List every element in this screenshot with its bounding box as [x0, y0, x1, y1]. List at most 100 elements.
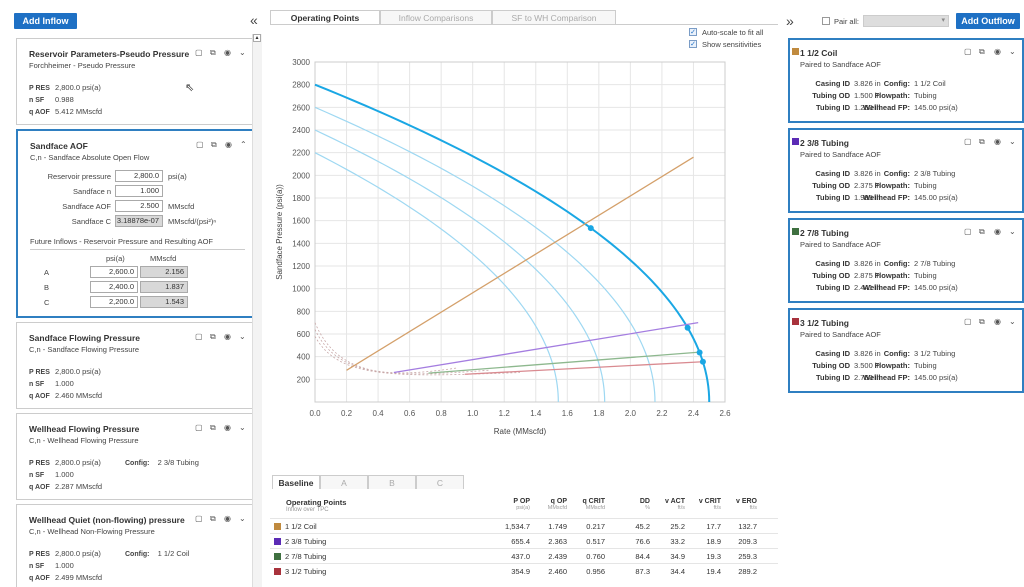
- sandface-n-input[interactable]: 1.000: [115, 185, 163, 197]
- duplicate-icon[interactable]: ⧉: [979, 137, 985, 146]
- column-header: v CRIT ft/s: [698, 498, 721, 511]
- view-icon[interactable]: ◉: [994, 47, 1001, 56]
- color-swatch: [792, 318, 799, 325]
- label: Tubing ID: [815, 283, 850, 292]
- tab-c[interactable]: C: [416, 475, 464, 489]
- operating-point[interactable]: [684, 324, 691, 331]
- pair-all-checkbox[interactable]: [822, 17, 830, 25]
- duplicate-icon[interactable]: ⧉: [979, 227, 985, 236]
- copy-icon[interactable]: ▢: [964, 227, 972, 236]
- cell: 289.2: [738, 567, 757, 576]
- chevron-down-icon[interactable]: ⌄: [1009, 227, 1016, 236]
- tab-sf-to-wh-comparison[interactable]: SF to WH Comparison: [492, 10, 616, 24]
- chevron-down-icon[interactable]: ⌄: [239, 332, 246, 341]
- copy-icon[interactable]: ▢: [964, 47, 972, 56]
- table-row[interactable]: 2 7/8 Tubing 437.0 2.439 0.760 84.4 34.9 19.3 2…: [270, 548, 778, 563]
- table-row[interactable]: 2 3/8 Tubing 655.4 2.363 0.517 76.6 33.2 18.9 2…: [270, 533, 778, 548]
- inflow-title: Reservoir Parameters-Pseudo Pressure: [29, 49, 190, 59]
- table-row[interactable]: 3 1/2 Tubing 354.9 2.460 0.956 87.3 34.4 19.4 2…: [270, 563, 778, 578]
- tab-b[interactable]: B: [368, 475, 416, 489]
- inflow-scrollbar[interactable]: ▴: [252, 34, 262, 587]
- chevron-up-icon[interactable]: ⌃: [240, 140, 247, 149]
- sandface-c-value: 3.18878e-07: [115, 215, 163, 227]
- chevron-down-icon[interactable]: ⌄: [1009, 47, 1016, 56]
- duplicate-icon[interactable]: ⧉: [979, 317, 985, 326]
- view-icon[interactable]: ◉: [224, 514, 231, 523]
- autoscale-checkbox[interactable]: ✓: [689, 28, 697, 36]
- future-pressure-input[interactable]: 2,200.0: [90, 296, 138, 308]
- table-row[interactable]: 1 1/2 Coil 1,534.7 1.749 0.217 45.2 25.2 17.7 1…: [270, 518, 778, 533]
- chevron-down-icon[interactable]: ⌄: [239, 48, 246, 57]
- inflow-subtitle: C,n - Sandface Flowing Pressure: [29, 345, 140, 354]
- inflow-card[interactable]: Reservoir Parameters-Pseudo Pressure For…: [16, 38, 254, 125]
- reservoir-pressure-input[interactable]: 2,800.0: [115, 170, 163, 182]
- tab-operating-points[interactable]: Operating Points: [270, 10, 380, 24]
- sensitivities-checkbox[interactable]: ✓: [689, 40, 697, 48]
- future-pressure-input[interactable]: 2,600.0: [90, 266, 138, 278]
- chevron-down-icon[interactable]: ⌄: [239, 423, 246, 432]
- duplicate-icon[interactable]: ⧉: [210, 423, 216, 432]
- outflow-card[interactable]: 2 7/8 Tubing Paired to Sandface AOF ▢ ⧉ ◉ ⌄…: [788, 218, 1024, 303]
- view-icon[interactable]: ◉: [224, 332, 231, 341]
- chevron-down-icon[interactable]: ⌄: [1009, 317, 1016, 326]
- inflow-card-selected[interactable]: Sandface AOF C,n - Sandface Absolute Ope…: [16, 129, 254, 318]
- duplicate-icon[interactable]: ⧉: [979, 47, 985, 56]
- duplicate-icon[interactable]: ⧉: [211, 140, 217, 149]
- wellhead-fp: 145.00 psi(a): [914, 373, 958, 382]
- cell: 259.3: [738, 552, 757, 561]
- view-icon[interactable]: ◉: [994, 227, 1001, 236]
- operating-point[interactable]: [699, 358, 706, 365]
- duplicate-icon[interactable]: ⧉: [210, 48, 216, 57]
- duplicate-icon[interactable]: ⧉: [210, 514, 216, 523]
- copy-icon[interactable]: ▢: [195, 423, 203, 432]
- outflow-card[interactable]: 3 1/2 Tubing Paired to Sandface AOF ▢ ⧉ ◉ ⌄…: [788, 308, 1024, 393]
- color-swatch: [274, 538, 281, 545]
- duplicate-icon[interactable]: ⧉: [210, 332, 216, 341]
- pair-all-dropdown[interactable]: ▾: [863, 15, 949, 27]
- view-icon[interactable]: ◉: [994, 317, 1001, 326]
- cell: 437.0: [511, 552, 530, 561]
- future-pressure-input[interactable]: 2,400.0: [90, 281, 138, 293]
- inflow-list: Reservoir Parameters-Pseudo Pressure For…: [14, 32, 264, 587]
- outflow-card[interactable]: 1 1/2 Coil Paired to Sandface AOF ▢ ⧉ ◉ ⌄ C…: [788, 38, 1024, 123]
- tab-inflow-comparisons[interactable]: Inflow Comparisons: [380, 10, 492, 24]
- copy-icon[interactable]: ▢: [964, 317, 972, 326]
- add-inflow-button[interactable]: Add Inflow: [14, 13, 77, 29]
- inflow-card[interactable]: Sandface Flowing Pressure C,n - Sandface…: [16, 322, 254, 409]
- x-tick-label: 0.4: [373, 409, 385, 418]
- sandface-aof-input[interactable]: 2.500: [115, 200, 163, 212]
- copy-icon[interactable]: ▢: [964, 137, 972, 146]
- inflow-subtitle: C,n - Wellhead Non-Flowing Pressure: [29, 527, 155, 536]
- chevron-down-icon[interactable]: ⌄: [239, 514, 246, 523]
- outflow-card[interactable]: 2 3/8 Tubing Paired to Sandface AOF ▢ ⧉ ◉ ⌄…: [788, 128, 1024, 213]
- config: 2 3/8 Tubing: [914, 169, 956, 178]
- collapse-left-icon[interactable]: «: [250, 12, 258, 28]
- copy-icon[interactable]: ▢: [195, 332, 203, 341]
- cell: 34.9: [670, 552, 685, 561]
- operating-point[interactable]: [696, 349, 703, 356]
- add-outflow-button[interactable]: Add Outflow: [956, 13, 1020, 29]
- cell: 25.2: [670, 522, 685, 531]
- label: Tubing OD: [812, 361, 850, 370]
- copy-icon[interactable]: ▢: [196, 140, 204, 149]
- expand-right-icon[interactable]: »: [786, 13, 794, 29]
- future-aof-value: 2.156: [140, 266, 188, 278]
- tab-a[interactable]: A: [320, 475, 368, 489]
- chevron-down-icon: ▾: [941, 17, 945, 24]
- label: Casing ID: [815, 349, 850, 358]
- copy-icon[interactable]: ▢: [195, 514, 203, 523]
- tab-baseline[interactable]: Baseline: [272, 475, 320, 489]
- operating-point[interactable]: [587, 225, 594, 232]
- ipr-curve: [314, 106, 656, 403]
- view-icon[interactable]: ◉: [225, 140, 232, 149]
- view-icon[interactable]: ◉: [224, 423, 231, 432]
- view-icon[interactable]: ◉: [224, 48, 231, 57]
- inflow-card[interactable]: Wellhead Flowing Pressure C,n - Wellhead…: [16, 413, 254, 500]
- unit-label: psi(a): [168, 172, 187, 181]
- copy-icon[interactable]: ▢: [195, 48, 203, 57]
- view-icon[interactable]: ◉: [994, 137, 1001, 146]
- chevron-down-icon[interactable]: ⌄: [1009, 137, 1016, 146]
- y-tick-label: 2800: [292, 81, 310, 90]
- y-tick-label: 800: [297, 307, 311, 316]
- inflow-card[interactable]: Wellhead Quiet (non-flowing) pressure C,…: [16, 504, 254, 587]
